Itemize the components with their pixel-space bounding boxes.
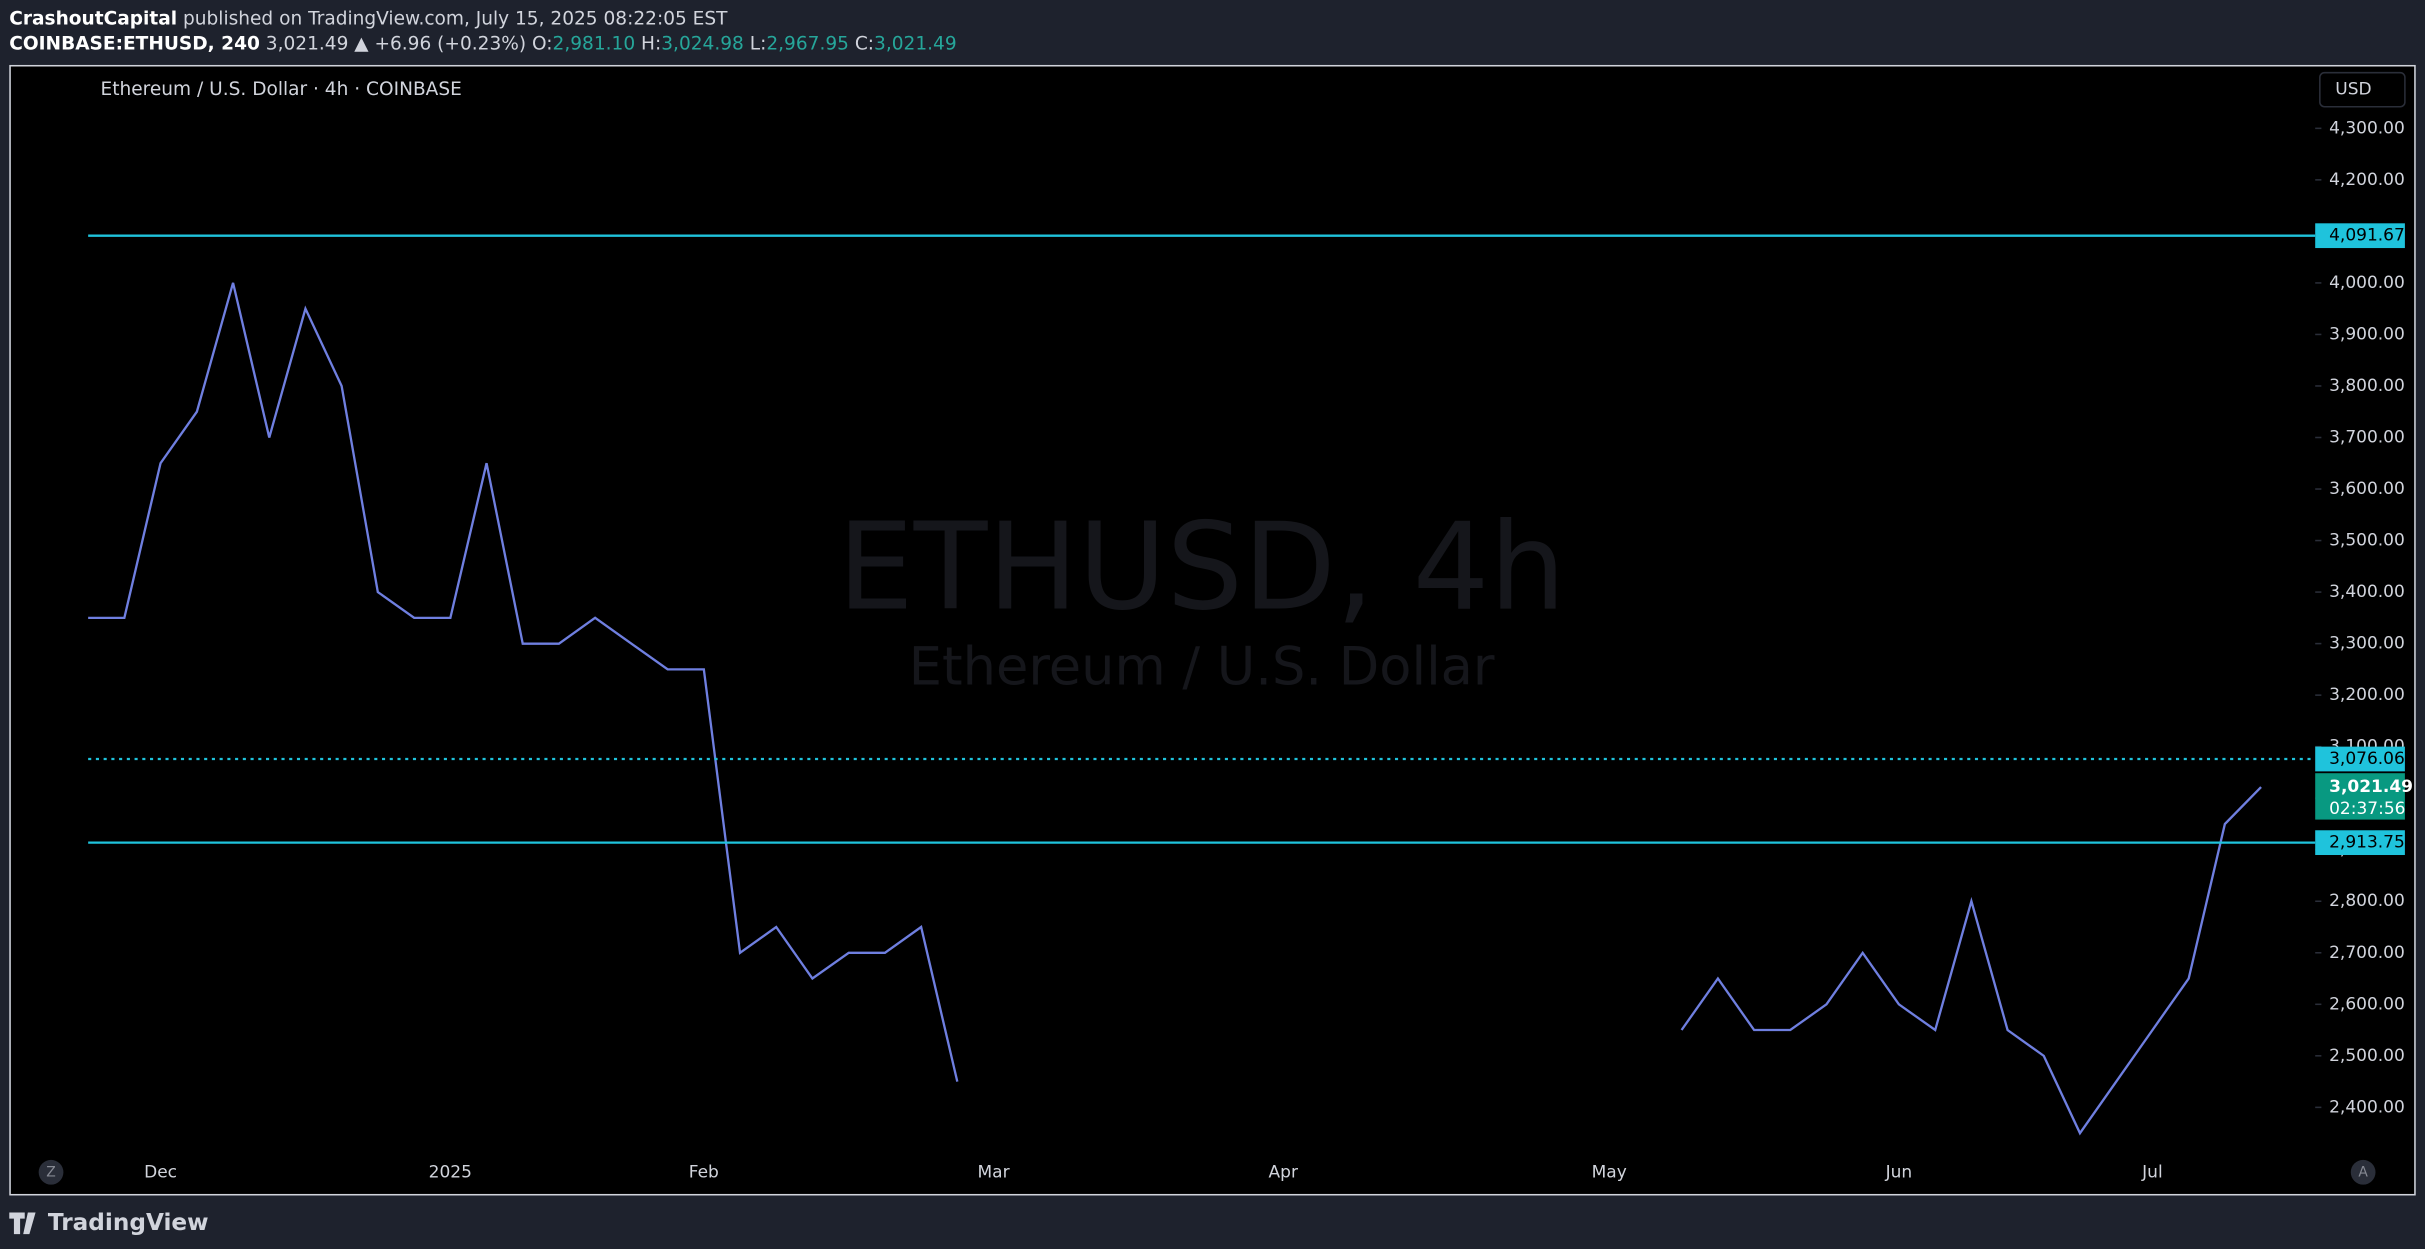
z-button[interactable] (38, 1159, 64, 1185)
y-tick-label: 3,900.00 (2329, 324, 2405, 344)
a-label[interactable]: A (2358, 1164, 2368, 1180)
level-tag (2315, 223, 2405, 249)
l: 2,967.95 (766, 33, 849, 54)
y-tick-label: 2,400.00 (2329, 1097, 2405, 1117)
o-label: O: (532, 33, 553, 54)
y-tick-label: 3,500.00 (2329, 531, 2405, 551)
ohlc-line: COINBASE:ETHUSD, 240 3,021.49 ▲ +6.96 (+… (9, 33, 956, 54)
x-tick-label: May (1592, 1162, 1627, 1182)
o: 2,981.10 (553, 33, 636, 54)
currency[interactable]: USD (2335, 80, 2371, 100)
header-line: CrashoutCapital published on TradingView… (9, 8, 728, 29)
price-line (88, 282, 2262, 1136)
c-label: C: (855, 33, 874, 54)
x-tick-label: Feb (689, 1162, 719, 1182)
x-tick-label: Apr (1269, 1162, 1298, 1182)
logo-icon (9, 1212, 36, 1235)
z-label[interactable]: Z (46, 1164, 56, 1180)
h-label: H: (641, 33, 661, 54)
y-tick-label: 4,300.00 (2329, 118, 2405, 138)
x-tick-label: Dec (144, 1162, 177, 1182)
level-tag (2315, 830, 2405, 856)
level-label: 4,091.67 (2329, 226, 2405, 246)
price: 3,021.49 (266, 33, 349, 54)
x-tick-label: Jun (1885, 1162, 1913, 1182)
change: ▲ +6.96 (+0.23%) (354, 33, 526, 54)
level-label: 2,913.75 (2329, 833, 2405, 853)
y-tick-label: 4,200.00 (2329, 170, 2405, 190)
y-tick-label: 4,000.00 (2329, 273, 2405, 293)
chart-frame (9, 64, 2416, 1196)
y-tick-label: 2,500.00 (2329, 1046, 2405, 1066)
chart-title: Ethereum / U.S. Dollar · 4h · COINBASE (101, 79, 462, 100)
last-price-tag (2315, 773, 2405, 820)
y-tick-label: 3,300.00 (2329, 634, 2405, 654)
y-tick-label: 2,800.00 (2329, 891, 2405, 911)
y-tick-label: 2,600.00 (2329, 994, 2405, 1014)
last-price-label: 3,021.49 (2329, 777, 2413, 797)
plot (88, 282, 2262, 1136)
watermark-sub: Ethereum / U.S. Dollar (909, 636, 1495, 697)
x-tick-label: 2025 (429, 1162, 472, 1182)
watermark: ETHUSD, 4h (838, 498, 1566, 638)
brand: TradingView (48, 1209, 209, 1236)
x-tick-label: Jul (2141, 1162, 2163, 1182)
y-tick-label: 3,600.00 (2329, 479, 2405, 499)
y-tick-label: 3,800.00 (2329, 376, 2405, 396)
h: 3,024.98 (661, 33, 744, 54)
currency-button[interactable] (2319, 71, 2406, 108)
y-tick-label: 3,700.00 (2329, 427, 2405, 447)
a-button[interactable] (2350, 1159, 2376, 1185)
author: CrashoutCapital (9, 8, 177, 29)
symbol: COINBASE:ETHUSD, 240 (9, 33, 260, 54)
l-label: L: (750, 33, 767, 54)
y-tick-label: 2,700.00 (2329, 943, 2405, 963)
level-tag (2315, 746, 2405, 772)
published: published on TradingView.com, July 15, 2… (183, 8, 728, 29)
countdown: 02:37:56 (2329, 799, 2405, 819)
x-tick-label: Mar (977, 1162, 1009, 1182)
y-tick-label: 3,200.00 (2329, 685, 2405, 705)
y-tick-label: 3,400.00 (2329, 582, 2405, 602)
level-label: 3,076.06 (2329, 749, 2405, 769)
c: 3,021.49 (874, 33, 957, 54)
